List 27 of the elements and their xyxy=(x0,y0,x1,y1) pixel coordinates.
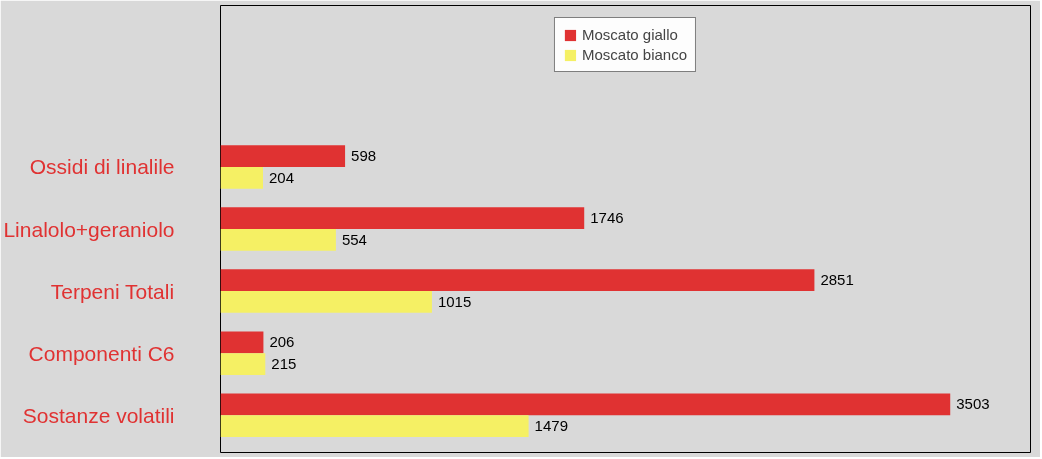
legend-label: Moscato giallo xyxy=(581,26,678,43)
bar xyxy=(220,331,264,354)
y-tick-label: Componenti C6 xyxy=(28,341,175,365)
data-label: 1479 xyxy=(534,417,568,435)
y-tick-label: Sostanze volatili xyxy=(22,403,175,427)
data-label: 204 xyxy=(269,168,295,186)
data-label: 206 xyxy=(269,333,295,351)
data-label: 215 xyxy=(271,355,297,373)
bar xyxy=(220,291,432,313)
y-tick-label: Ossidi di linalile xyxy=(29,155,175,179)
bar xyxy=(220,353,266,375)
data-label: 2851 xyxy=(820,271,854,289)
bar xyxy=(220,145,346,167)
y-tick-label: Linalolo+geraniolo xyxy=(3,217,175,241)
bar xyxy=(220,415,529,437)
bar xyxy=(220,166,263,189)
bar xyxy=(220,207,585,229)
bar xyxy=(220,269,815,292)
data-label: 3503 xyxy=(956,395,990,413)
legend-label: Moscato bianco xyxy=(581,46,688,63)
bar xyxy=(220,229,336,251)
bar xyxy=(220,393,951,416)
data-label: 1746 xyxy=(590,209,624,227)
data-label: 1015 xyxy=(437,292,472,310)
data-label: 554 xyxy=(341,230,367,248)
data-label: 598 xyxy=(351,147,377,165)
y-tick-label: Terpeni Totali xyxy=(50,279,175,303)
